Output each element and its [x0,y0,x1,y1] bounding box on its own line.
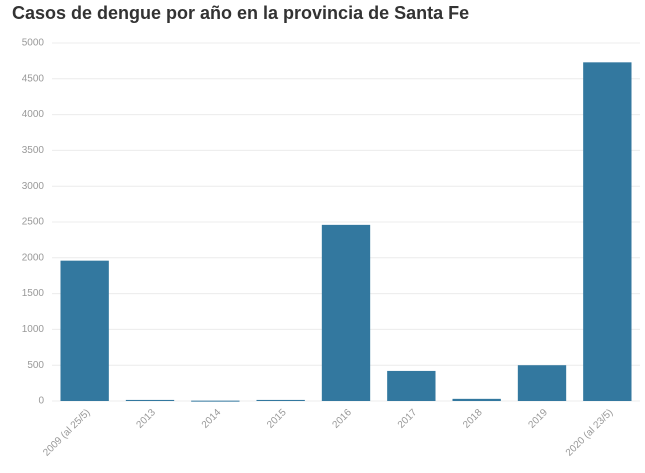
y-tick-label: 1500 [22,288,45,299]
y-tick-label: 500 [27,360,44,371]
x-tick-label: 2015 [265,407,289,431]
bar [256,399,305,401]
x-tick-label: 2013 [134,407,158,431]
y-tick-label: 5000 [22,38,45,49]
y-tick-label: 4500 [22,73,45,84]
y-tick-label: 4000 [22,109,45,120]
bar [125,399,175,401]
bar [517,365,567,401]
bar [583,62,632,401]
x-tick-label: 2020 (al 23/5) [564,407,615,458]
bar [452,398,501,401]
chart-title: Casos de dengue por año en la provincia … [12,3,469,23]
x-tick-label: 2019 [526,407,550,431]
x-tick-label: 2018 [461,407,485,431]
x-tick-label: 2016 [330,407,354,431]
y-tick-label: 3500 [22,145,45,156]
bar [60,260,109,401]
y-tick-label: 1000 [22,324,45,335]
y-tick-label: 2000 [22,252,45,263]
x-tick-label: 2014 [200,407,224,431]
x-tick-label: 2009 (al 25/5) [41,407,92,458]
y-tick-label: 0 [38,396,44,407]
y-tick-label: 3000 [22,181,45,192]
bar [387,370,436,401]
y-tick-label: 2500 [22,217,45,228]
bar [191,400,240,402]
bar [321,224,371,401]
x-tick-label: 2017 [396,407,420,431]
